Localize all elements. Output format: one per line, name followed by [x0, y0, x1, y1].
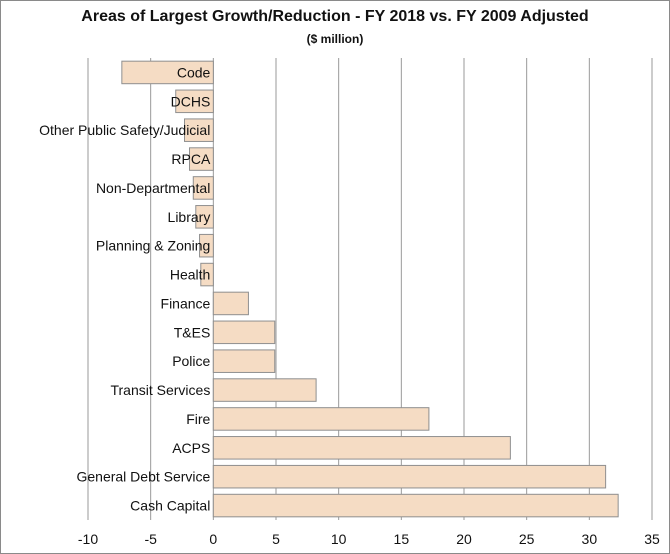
category-label: General Debt Service	[76, 469, 210, 485]
bar	[192, 176, 214, 200]
x-tick-label: -10	[78, 531, 98, 547]
category-label: Fire	[186, 411, 210, 427]
x-tick-label: 25	[519, 531, 535, 547]
category-label: Non-Departmental	[96, 180, 210, 196]
category-label: RPCA	[171, 151, 211, 167]
bar	[200, 262, 214, 287]
x-tick-label: 5	[272, 531, 280, 547]
bar	[212, 349, 276, 373]
category-label: Cash Capital	[130, 498, 210, 514]
bar	[189, 147, 214, 171]
category-label: Code	[177, 64, 211, 80]
chart-title: Areas of Largest Growth/Reduction - FY 2…	[81, 8, 589, 25]
category-label: DCHS	[171, 93, 211, 109]
x-tick-label: 35	[644, 531, 660, 547]
category-label: Transit Services	[110, 382, 210, 398]
x-tick-label: 0	[209, 531, 217, 547]
chart-subtitle: ($ million)	[306, 32, 364, 46]
bar	[212, 407, 430, 431]
bar	[212, 464, 607, 489]
bar	[212, 291, 249, 316]
bar	[195, 205, 214, 229]
bar	[175, 89, 214, 114]
bar	[212, 493, 619, 518]
x-tick-label: 15	[394, 531, 410, 547]
bar	[121, 60, 214, 85]
bar	[184, 118, 214, 142]
x-tick-label: 20	[456, 531, 472, 547]
category-label: Finance	[161, 295, 211, 311]
bar	[212, 320, 276, 345]
x-tick-label: -5	[144, 531, 157, 547]
category-label: Other Public Safety/Judicial	[39, 122, 210, 138]
bar	[199, 233, 214, 258]
category-label: Library	[168, 209, 211, 225]
category-label: T&ES	[174, 324, 211, 340]
category-label: Police	[172, 353, 210, 369]
category-label: Health	[170, 267, 210, 283]
bar	[212, 378, 317, 402]
x-tick-label: 10	[331, 531, 347, 547]
category-label: Planning & Zoning	[96, 238, 210, 254]
bar	[212, 436, 511, 460]
x-tick-label: 30	[582, 531, 598, 547]
category-label: ACPS	[172, 440, 210, 456]
